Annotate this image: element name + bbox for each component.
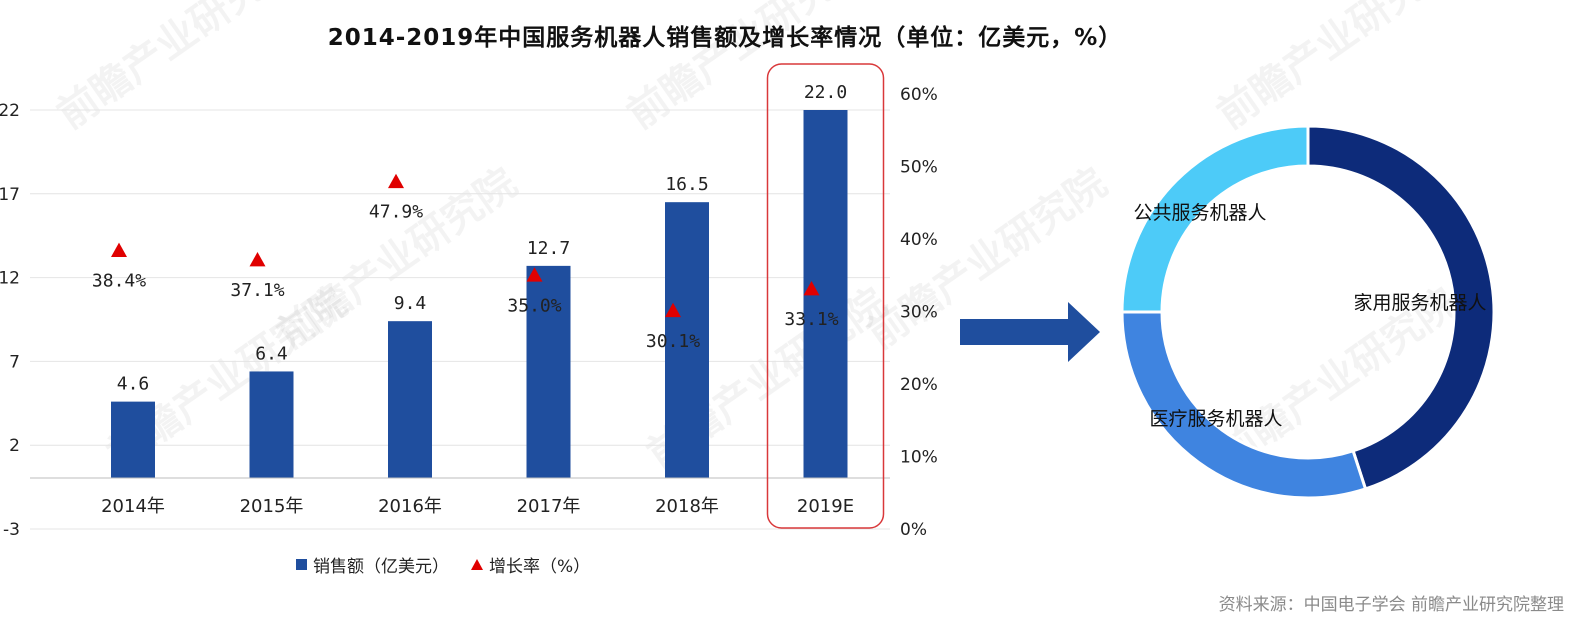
highlight-2019-box (766, 63, 885, 529)
x-tick-label: 2019E (797, 496, 854, 517)
bar (249, 371, 294, 478)
bar (388, 321, 432, 478)
growth-triangle-marker (803, 281, 820, 296)
legend-item-sales: 销售额（亿美元） (296, 552, 449, 577)
growth-triangle-marker (249, 252, 266, 267)
legend-item-growth: 增长率（%） (471, 552, 590, 577)
left-tick-label: 12 (0, 269, 20, 289)
donut-slice (1120, 124, 1310, 314)
x-tick-label: 2016年 (378, 496, 442, 517)
right-tick-label: 50% (900, 158, 938, 178)
x-tick-label: 2017年 (517, 496, 581, 517)
arrow-shape (960, 302, 1100, 362)
chart-title: 2014-2019年中国服务机器人销售额及增长率情况（单位：亿美元，%） (327, 25, 1123, 51)
growth-triangle-marker (526, 267, 543, 282)
bar-value-label: 12.7 (527, 238, 570, 259)
left-tick-label: 7 (9, 352, 20, 372)
left-tick-label: 17 (0, 185, 20, 205)
growth-value-label: 30.1% (646, 331, 700, 352)
donut-chart (1120, 124, 1496, 500)
right-tick-label: 40% (900, 230, 938, 250)
bar-series (111, 110, 848, 478)
growth-rate-series (111, 173, 820, 318)
growth-value-label: 35.0% (507, 295, 561, 316)
source-note: 资料来源：中国电子学会 前瞻产业研究院整理 (1218, 595, 1564, 615)
bar-data-labels: 4.6 6.4 9.4 12.7 16.5 22.0 (117, 82, 847, 395)
grid-lines (30, 109, 890, 530)
legend-square-icon (296, 559, 307, 570)
growth-value-label: 37.1% (230, 280, 284, 301)
legend-label-growth: 增长率（%） (489, 557, 591, 577)
bar-value-label: 16.5 (665, 174, 708, 195)
x-axis: 2014年 2015年 2016年 2017年 2018年 2019E (30, 477, 890, 517)
donut-slice-label: 医疗服务机器人 (1149, 408, 1282, 430)
left-y-axis: 22 17 12 7 2 -3 (0, 101, 20, 540)
bar-value-label: 6.4 (255, 343, 288, 364)
right-tick-label: 30% (900, 303, 938, 323)
right-tick-label: 0% (900, 520, 927, 540)
right-tick-label: 60% (900, 85, 938, 105)
x-tick-label: 2018年 (655, 496, 719, 517)
right-arrow-icon (960, 302, 1100, 362)
bar (526, 265, 571, 478)
legend: 销售额（亿美元） 增长率（%） (296, 552, 604, 577)
right-tick-label: 10% (900, 448, 938, 468)
watermark-text: 前瞻产业研究院 (1209, 0, 1465, 138)
x-tick-label: 2015年 (240, 496, 304, 517)
bar (665, 202, 709, 478)
bar (111, 401, 155, 478)
legend-label-sales: 销售额（亿美元） (313, 557, 449, 577)
growth-rate-labels: 38.4% 37.1% 47.9% 35.0% 30.1% 33.1% (92, 202, 839, 352)
bar-value-label: 9.4 (394, 293, 427, 314)
x-tick-label: 2014年 (101, 496, 165, 517)
growth-value-label: 33.1% (784, 309, 838, 330)
growth-triangle-marker (388, 173, 404, 189)
right-y-axis: 60% 50% 40% 30% 20% 10% 0% (900, 85, 938, 540)
legend-triangle-icon (471, 559, 483, 570)
bar-value-label: 22.0 (804, 82, 847, 103)
growth-value-label: 47.9% (369, 202, 423, 223)
donut-slice (1306, 124, 1496, 491)
growth-triangle-marker (665, 302, 681, 318)
left-tick-label: 2 (9, 436, 20, 456)
left-tick-label: 22 (0, 101, 20, 121)
bar-value-label: 4.6 (117, 374, 150, 395)
growth-triangle-marker (111, 242, 127, 257)
donut-slice-label: 家用服务机器人 (1353, 292, 1486, 314)
left-tick-label: -3 (3, 520, 20, 540)
donut-slice-label: 公共服务机器人 (1133, 202, 1266, 224)
watermark-text: 前瞻产业研究院 (49, 0, 305, 138)
right-tick-label: 20% (900, 375, 938, 395)
growth-value-label: 38.4% (92, 271, 146, 292)
